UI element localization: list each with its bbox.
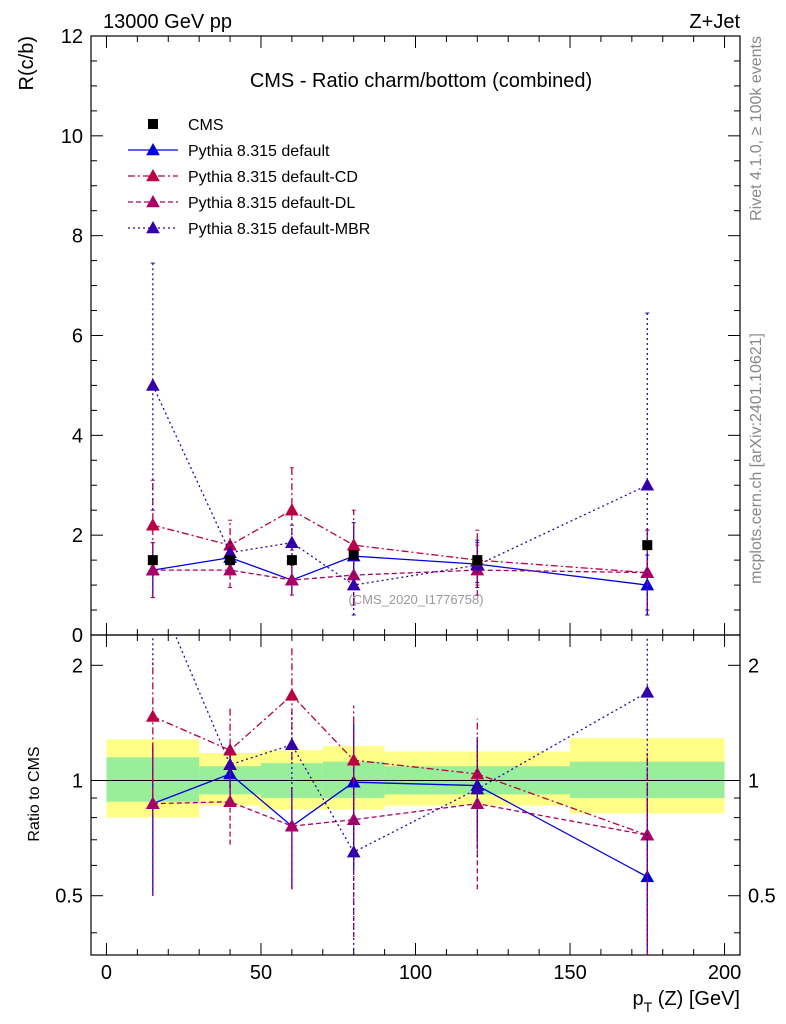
plot-title: CMS - Ratio charm/bottom (combined) — [250, 70, 592, 92]
ratio-point-3 — [285, 737, 299, 751]
x-tick-label: 150 — [553, 962, 586, 984]
ratio-y-tick-label: 1 — [72, 771, 83, 793]
y-tick-label: 0 — [72, 625, 83, 647]
series-point-2 — [285, 573, 299, 586]
y-axis-label: R(c/b) — [16, 36, 38, 90]
x-tick-label: 200 — [708, 962, 741, 984]
analysis-id: (CMS_2020_I1776758) — [348, 592, 483, 607]
legend-marker — [146, 194, 160, 208]
ratio-y-tick-label-right: 1 — [748, 771, 759, 793]
ratio-point-1 — [285, 688, 299, 701]
side-label-bottom: mcplots.cern.ch [arXiv:2401.10621] — [748, 333, 765, 584]
legend-marker — [146, 220, 160, 234]
legend: CMS Pythia 8.315 default Pythia 8.315 defa… — [128, 117, 370, 238]
ratio-line-1 — [152, 694, 648, 836]
y-tick-label: 2 — [72, 525, 83, 547]
ratio-point-3 — [470, 782, 485, 795]
ratio-line-2 — [152, 801, 648, 836]
cms-data-point — [147, 555, 158, 566]
legend-marker — [146, 168, 160, 182]
ratio-point-2 — [285, 819, 299, 832]
y-tick-label: 8 — [72, 226, 83, 248]
ratio-point-2 — [223, 794, 237, 808]
process-label: Z+Jet — [689, 11, 740, 33]
series-point-2 — [640, 565, 655, 578]
series-line-2 — [152, 569, 648, 581]
series-line-1 — [152, 509, 648, 574]
x-tick-label: 100 — [399, 962, 432, 984]
ratio-point-1 — [223, 743, 237, 756]
y-tick-label: 6 — [72, 326, 83, 348]
series-point-2 — [223, 563, 237, 576]
ratio-point-3 — [223, 757, 237, 770]
main-series — [145, 262, 655, 616]
ratio-point-2 — [470, 796, 485, 809]
legend-label-cms: CMS — [188, 117, 224, 134]
ratio-point-3 — [640, 685, 655, 698]
ratio-point-3 — [346, 845, 361, 858]
legend-cms-marker — [148, 119, 158, 129]
legend-label: Pythia 8.315 default-MBR — [188, 221, 370, 238]
main-panel: 0 2 4 6 8 10 12 — [61, 26, 741, 647]
ratio-line-3 — [174, 635, 648, 853]
series-point-2 — [145, 563, 160, 576]
series-point-3 — [145, 378, 160, 391]
series-point-3 — [640, 478, 655, 491]
x-axis-label: pT (Z) [GeV] — [633, 988, 740, 1015]
ratio-panel: 0 50 100 150 200 0.5 0.5 1 1 2 2 — [55, 634, 776, 984]
series-point-3 — [285, 535, 299, 548]
y-tick-label: 4 — [72, 425, 83, 447]
ratio-y-tick-label-right: 0.5 — [748, 886, 776, 908]
series-point-1 — [145, 518, 160, 531]
ratio-line-0 — [152, 773, 648, 878]
series-point-1 — [285, 503, 299, 516]
side-label-top: Rivet 4.1.0, ≥ 100k events — [748, 36, 765, 221]
x-axis-label-main: p — [633, 988, 644, 1010]
ratio-y-tick-label: 2 — [72, 655, 83, 677]
x-tick-label: 50 — [250, 962, 272, 984]
series-point-1 — [346, 538, 361, 551]
legend-label: Pythia 8.315 default-CD — [188, 169, 358, 186]
y-tick-label: 10 — [61, 126, 83, 148]
ratio-series — [145, 635, 655, 955]
ratio-y-axis-label: Ratio to CMS — [26, 746, 43, 841]
ratio-y-tick-label: 0.5 — [55, 886, 83, 908]
x-axis-label-sub: T — [644, 999, 653, 1015]
x-tick-label: 0 — [101, 962, 112, 984]
uncertainty-bands — [106, 738, 725, 818]
cms-data-point — [472, 555, 483, 566]
energy-label: 13000 GeV pp — [103, 11, 232, 33]
x-axis-label-rest: (Z) [GeV] — [652, 988, 740, 1010]
series-point-3 — [346, 578, 361, 591]
ratio-point-2 — [145, 796, 160, 809]
legend-label: Pythia 8.315 default-DL — [188, 195, 355, 212]
ratio-y-tick-label-right: 2 — [748, 655, 759, 677]
cms-data-point — [225, 555, 236, 566]
cms-data-point — [286, 555, 297, 566]
legend-marker — [146, 142, 160, 156]
series-line-0 — [152, 555, 648, 586]
cms-data-point — [348, 550, 359, 561]
ratio-point-1 — [145, 709, 160, 722]
y-tick-label: 12 — [61, 26, 83, 48]
cms-data-point — [642, 540, 653, 551]
legend-label: Pythia 8.315 default — [188, 143, 330, 160]
